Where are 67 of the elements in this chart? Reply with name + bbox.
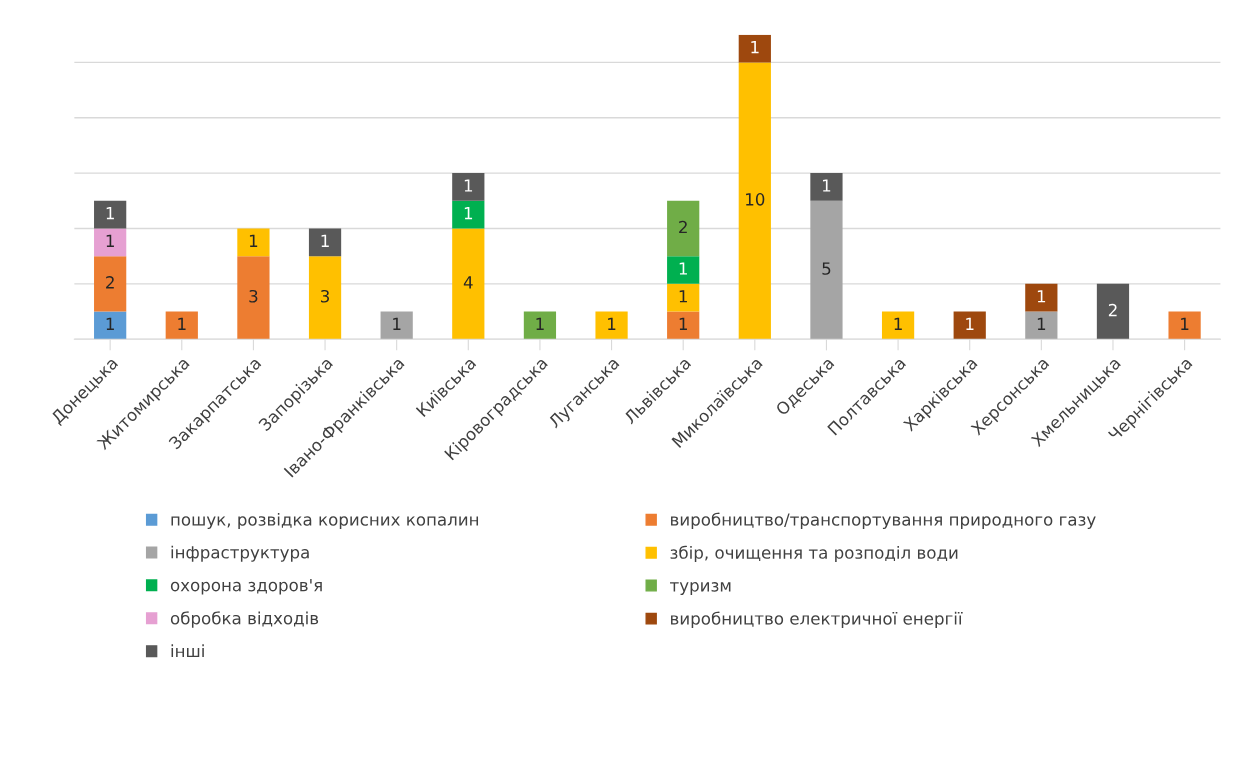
bar: [523, 311, 557, 340]
data-label: 1: [679, 290, 687, 303]
data-label: 1: [536, 317, 544, 330]
bar: [667, 283, 700, 312]
bar: [953, 311, 986, 340]
bar: [738, 62, 771, 340]
data-label: 10: [746, 193, 765, 206]
data-label: 3: [249, 289, 258, 303]
data-label: 2: [106, 276, 114, 289]
bar: [308, 228, 342, 257]
data-label: 1: [679, 262, 687, 275]
data-label: 1: [894, 317, 902, 330]
legend-label: туризм: [670, 582, 731, 595]
bar: [1025, 311, 1058, 340]
data-label: 1: [1037, 317, 1046, 330]
data-label: 2: [679, 220, 687, 234]
bar: [380, 311, 413, 340]
bar: [452, 173, 485, 201]
data-label: 1: [751, 40, 759, 54]
data-label: 1: [464, 207, 473, 220]
data-label: 1: [249, 234, 258, 247]
bar: [94, 228, 127, 257]
bar: [94, 200, 127, 229]
legend-label: інші: [171, 644, 204, 658]
bar: [1025, 283, 1058, 312]
data-label: 1: [321, 234, 329, 247]
bar: [810, 200, 843, 340]
data-label: 1: [106, 207, 114, 220]
data-label: 1: [464, 179, 473, 192]
data-label: 1: [679, 317, 687, 330]
data-label: 1: [178, 317, 186, 330]
bar: [810, 173, 843, 201]
bar: [452, 228, 485, 340]
bar: [1168, 311, 1201, 340]
data-label: 3: [321, 289, 330, 303]
legend-label: охорона здоров'я: [170, 578, 322, 595]
data-label: 1: [822, 179, 831, 192]
data-label: 1: [966, 317, 974, 330]
bar: [1096, 283, 1130, 340]
legend-label: збір, очищення та розподіл води: [670, 545, 958, 563]
legend-label: обробка відходів: [170, 611, 319, 628]
data-label: 1: [106, 317, 114, 330]
data-label: 1: [608, 317, 616, 330]
data-label: 1: [1181, 317, 1189, 330]
bar: [667, 256, 700, 284]
data-label: 2: [1108, 303, 1117, 317]
bar: [94, 256, 127, 312]
bar: [237, 228, 270, 257]
bar: [452, 200, 485, 229]
bar: [881, 311, 915, 340]
data-label: 1: [106, 234, 114, 247]
bar: [165, 311, 198, 340]
legend-label: виробництво електричної енергії: [671, 611, 963, 628]
bar: [308, 256, 342, 340]
bar: [667, 311, 700, 340]
bar: [667, 200, 700, 257]
legend-label: виробництво/транспортування природного газу: [671, 512, 1096, 530]
bar: [237, 256, 270, 340]
bar: [94, 311, 127, 340]
bar: [738, 34, 771, 63]
legend-label: інфраструктура: [171, 545, 309, 562]
data-label: 1: [1037, 290, 1046, 303]
data-label: 4: [463, 276, 473, 289]
legend-label: пошук, розвідка корисних копалин: [171, 512, 479, 530]
data-label: 5: [822, 262, 831, 275]
bar: [595, 311, 628, 340]
data-label: 1: [393, 317, 401, 330]
